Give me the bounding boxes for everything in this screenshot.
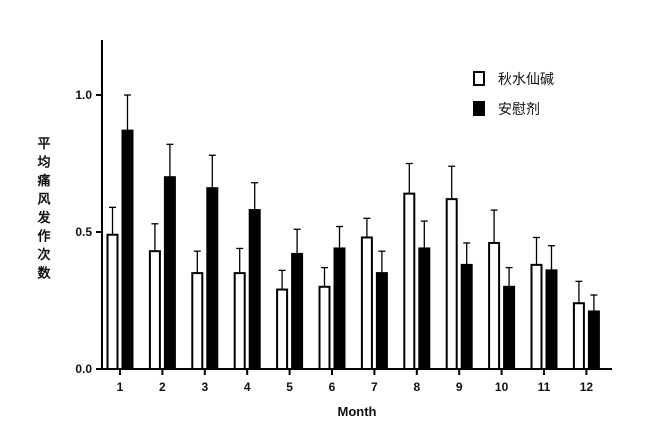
y-axis-title-char: 作 bbox=[37, 229, 50, 244]
bar-placebo bbox=[503, 285, 516, 370]
x-tick-label: 3 bbox=[201, 380, 208, 394]
bar-colchicine bbox=[233, 272, 246, 371]
x-tick-label: 7 bbox=[371, 380, 378, 394]
axes-group: 0.00.51.01 2 3 4 5 6 7 8 9 10 11 12 bbox=[75, 40, 612, 394]
x-axis-title: Month bbox=[338, 404, 377, 419]
legend-label-colchicine: 秋水仙碱 bbox=[498, 72, 554, 88]
bar-colchicine bbox=[318, 285, 331, 370]
bars-group bbox=[106, 94, 600, 371]
bar-placebo bbox=[248, 209, 261, 370]
y-tick-label: 1.0 bbox=[75, 88, 92, 102]
bar-placebo bbox=[206, 187, 219, 370]
x-tick-label: 2 bbox=[159, 380, 166, 394]
y-axis-title-char: 均 bbox=[37, 155, 50, 170]
y-axis-title-char: 痛 bbox=[36, 173, 50, 188]
bar-colchicine bbox=[360, 236, 373, 370]
bar-colchicine bbox=[148, 250, 161, 370]
x-tick-label: 4 bbox=[244, 380, 251, 394]
y-axis-title-char: 平 bbox=[37, 136, 50, 151]
y-axis-title-char: 风 bbox=[37, 192, 50, 207]
x-tick-label: 6 bbox=[329, 380, 336, 394]
x-tick-label: 9 bbox=[456, 380, 463, 394]
x-tick-label: 8 bbox=[413, 380, 420, 394]
y-tick-label: 0.0 bbox=[75, 362, 92, 376]
bar-colchicine bbox=[106, 233, 119, 370]
bar-placebo bbox=[418, 247, 431, 370]
bar-colchicine bbox=[445, 198, 458, 370]
bar-colchicine bbox=[530, 263, 543, 371]
bar-placebo bbox=[375, 272, 388, 371]
y-tick-label: 0.5 bbox=[75, 225, 92, 239]
bar-placebo bbox=[587, 310, 600, 370]
x-tick-label: 1 bbox=[117, 380, 124, 394]
x-tick-label: 10 bbox=[495, 380, 509, 394]
bar-colchicine bbox=[403, 192, 416, 370]
legend-swatch-colchicine bbox=[473, 71, 485, 86]
x-tick-label: 12 bbox=[580, 380, 594, 394]
x-tick-label: 11 bbox=[538, 380, 551, 394]
bar-placebo bbox=[291, 252, 304, 370]
x-tick-label: 5 bbox=[286, 380, 293, 394]
bar-placebo bbox=[333, 247, 346, 370]
bar-placebo bbox=[460, 263, 473, 371]
y-axis-title-char: 发 bbox=[36, 210, 51, 225]
legend-label-placebo: 安慰剂 bbox=[498, 101, 540, 118]
y-axis-title-char: 数 bbox=[37, 266, 51, 281]
bar-colchicine bbox=[191, 272, 204, 371]
bar-placebo bbox=[121, 129, 134, 370]
legend-swatch-placebo bbox=[473, 101, 485, 116]
y-axis-title-char: 次 bbox=[37, 247, 50, 262]
bar-colchicine bbox=[572, 302, 585, 370]
bar-placebo bbox=[545, 269, 558, 370]
bar-colchicine bbox=[276, 288, 289, 371]
bar-placebo bbox=[163, 176, 176, 370]
bar-colchicine bbox=[488, 241, 501, 371]
